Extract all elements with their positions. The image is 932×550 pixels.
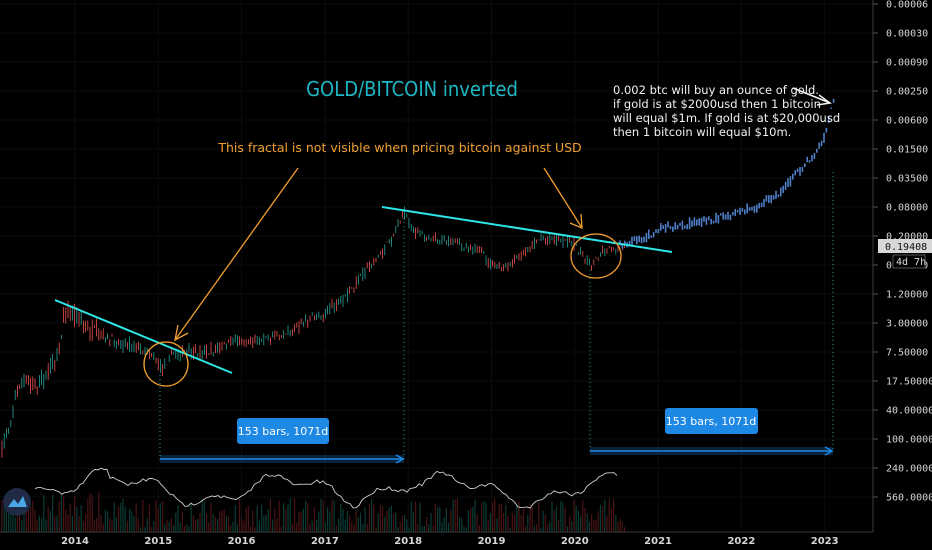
x-tick-label: 2017 xyxy=(311,536,339,547)
y-tick-label: 0.00090 xyxy=(886,58,928,69)
x-tick-label: 2014 xyxy=(61,536,89,547)
price-axis[interactable] xyxy=(873,0,932,550)
chart-title: GOLD/BITCOIN inverted xyxy=(306,77,518,101)
projection-series xyxy=(619,98,835,249)
tradingview-logo-icon[interactable] xyxy=(3,488,31,516)
oscillator-line xyxy=(34,467,618,509)
y-tick-label: 0.03500 xyxy=(886,174,928,185)
y-tick-label: 1.20000 xyxy=(886,290,928,301)
y-tick-label: 40.00000 xyxy=(886,406,932,417)
arrow-3[interactable] xyxy=(792,87,832,106)
gold-note-line-3: will equal $1m. If gold is at $20,000usd xyxy=(613,111,840,125)
trendline-2[interactable] xyxy=(381,206,673,253)
countdown-badge: 4d 7h xyxy=(892,254,926,269)
x-tick-label: 2018 xyxy=(394,536,422,547)
y-tick-label: 0.00600 xyxy=(886,116,928,127)
fractal-note: This fractal is not visible when pricing… xyxy=(217,140,581,155)
arrow-1[interactable] xyxy=(174,167,299,342)
date-range-1[interactable] xyxy=(160,454,405,464)
y-tick-label: 240.00000 xyxy=(886,464,932,475)
price-series xyxy=(1,206,625,458)
circle-highlight-1[interactable] xyxy=(143,341,189,387)
svg-text:4d 7h: 4d 7h xyxy=(896,257,926,268)
y-tick-label: 560.00000 xyxy=(886,493,932,504)
svg-text:0.19408: 0.19408 xyxy=(885,242,927,253)
x-axis-ticks: 2014 2015 2016 2017 2018 2019 2020 2021 2022 2023 xyxy=(61,536,839,547)
x-tick-label: 2019 xyxy=(478,536,506,547)
range-label-2: 153 bars, 1071d xyxy=(665,408,758,434)
y-tick-label: 0.00006 xyxy=(886,0,928,11)
svg-text:153 bars, 1071d: 153 bars, 1071d xyxy=(238,425,328,438)
x-tick-label: 2022 xyxy=(727,536,755,547)
y-tick-label: 0.20000 xyxy=(886,232,928,243)
x-tick-label: 2023 xyxy=(811,536,839,547)
range-label-1: 153 bars, 1071d xyxy=(237,418,329,444)
y-tick-label: 0.00030 xyxy=(886,29,928,40)
svg-text:153 bars, 1071d: 153 bars, 1071d xyxy=(666,415,756,428)
arrow-2[interactable] xyxy=(543,167,583,230)
time-axis[interactable] xyxy=(0,532,873,550)
last-price-badge: 0.19408 xyxy=(878,239,932,253)
y-tick-label: 100.00000 xyxy=(886,435,932,446)
y-tick-label: 17.50000 xyxy=(886,377,932,388)
y-tick-label: 0.00250 xyxy=(886,87,928,98)
y-tick-label: 3.00000 xyxy=(886,319,928,330)
y-tick-label: 0.01500 xyxy=(886,145,928,156)
x-tick-label: 2015 xyxy=(144,536,172,547)
circle-highlight-2[interactable] xyxy=(570,233,622,279)
y-tick-label: 7.50000 xyxy=(886,348,928,359)
x-tick-label: 2016 xyxy=(228,536,256,547)
trendline-1[interactable] xyxy=(54,299,233,374)
oscillator-series xyxy=(1,467,626,532)
grid xyxy=(0,0,873,532)
gold-note-line-2: if gold is at $2000usd then 1 bitcoin xyxy=(613,97,821,111)
gold-note-line-1: 0.002 btc will buy an ounce of gold. xyxy=(613,83,819,97)
date-range-2[interactable] xyxy=(590,446,834,456)
x-tick-label: 2020 xyxy=(561,536,589,547)
y-tick-label: 0.08000 xyxy=(886,203,928,214)
y-axis-ticks: 0.00006 0.00030 0.00090 0.00250 0.00600 0.015… xyxy=(873,0,932,504)
gold-note-line-4: then 1 bitcoin will equal $10m. xyxy=(613,125,791,139)
x-tick-label: 2021 xyxy=(644,536,672,547)
